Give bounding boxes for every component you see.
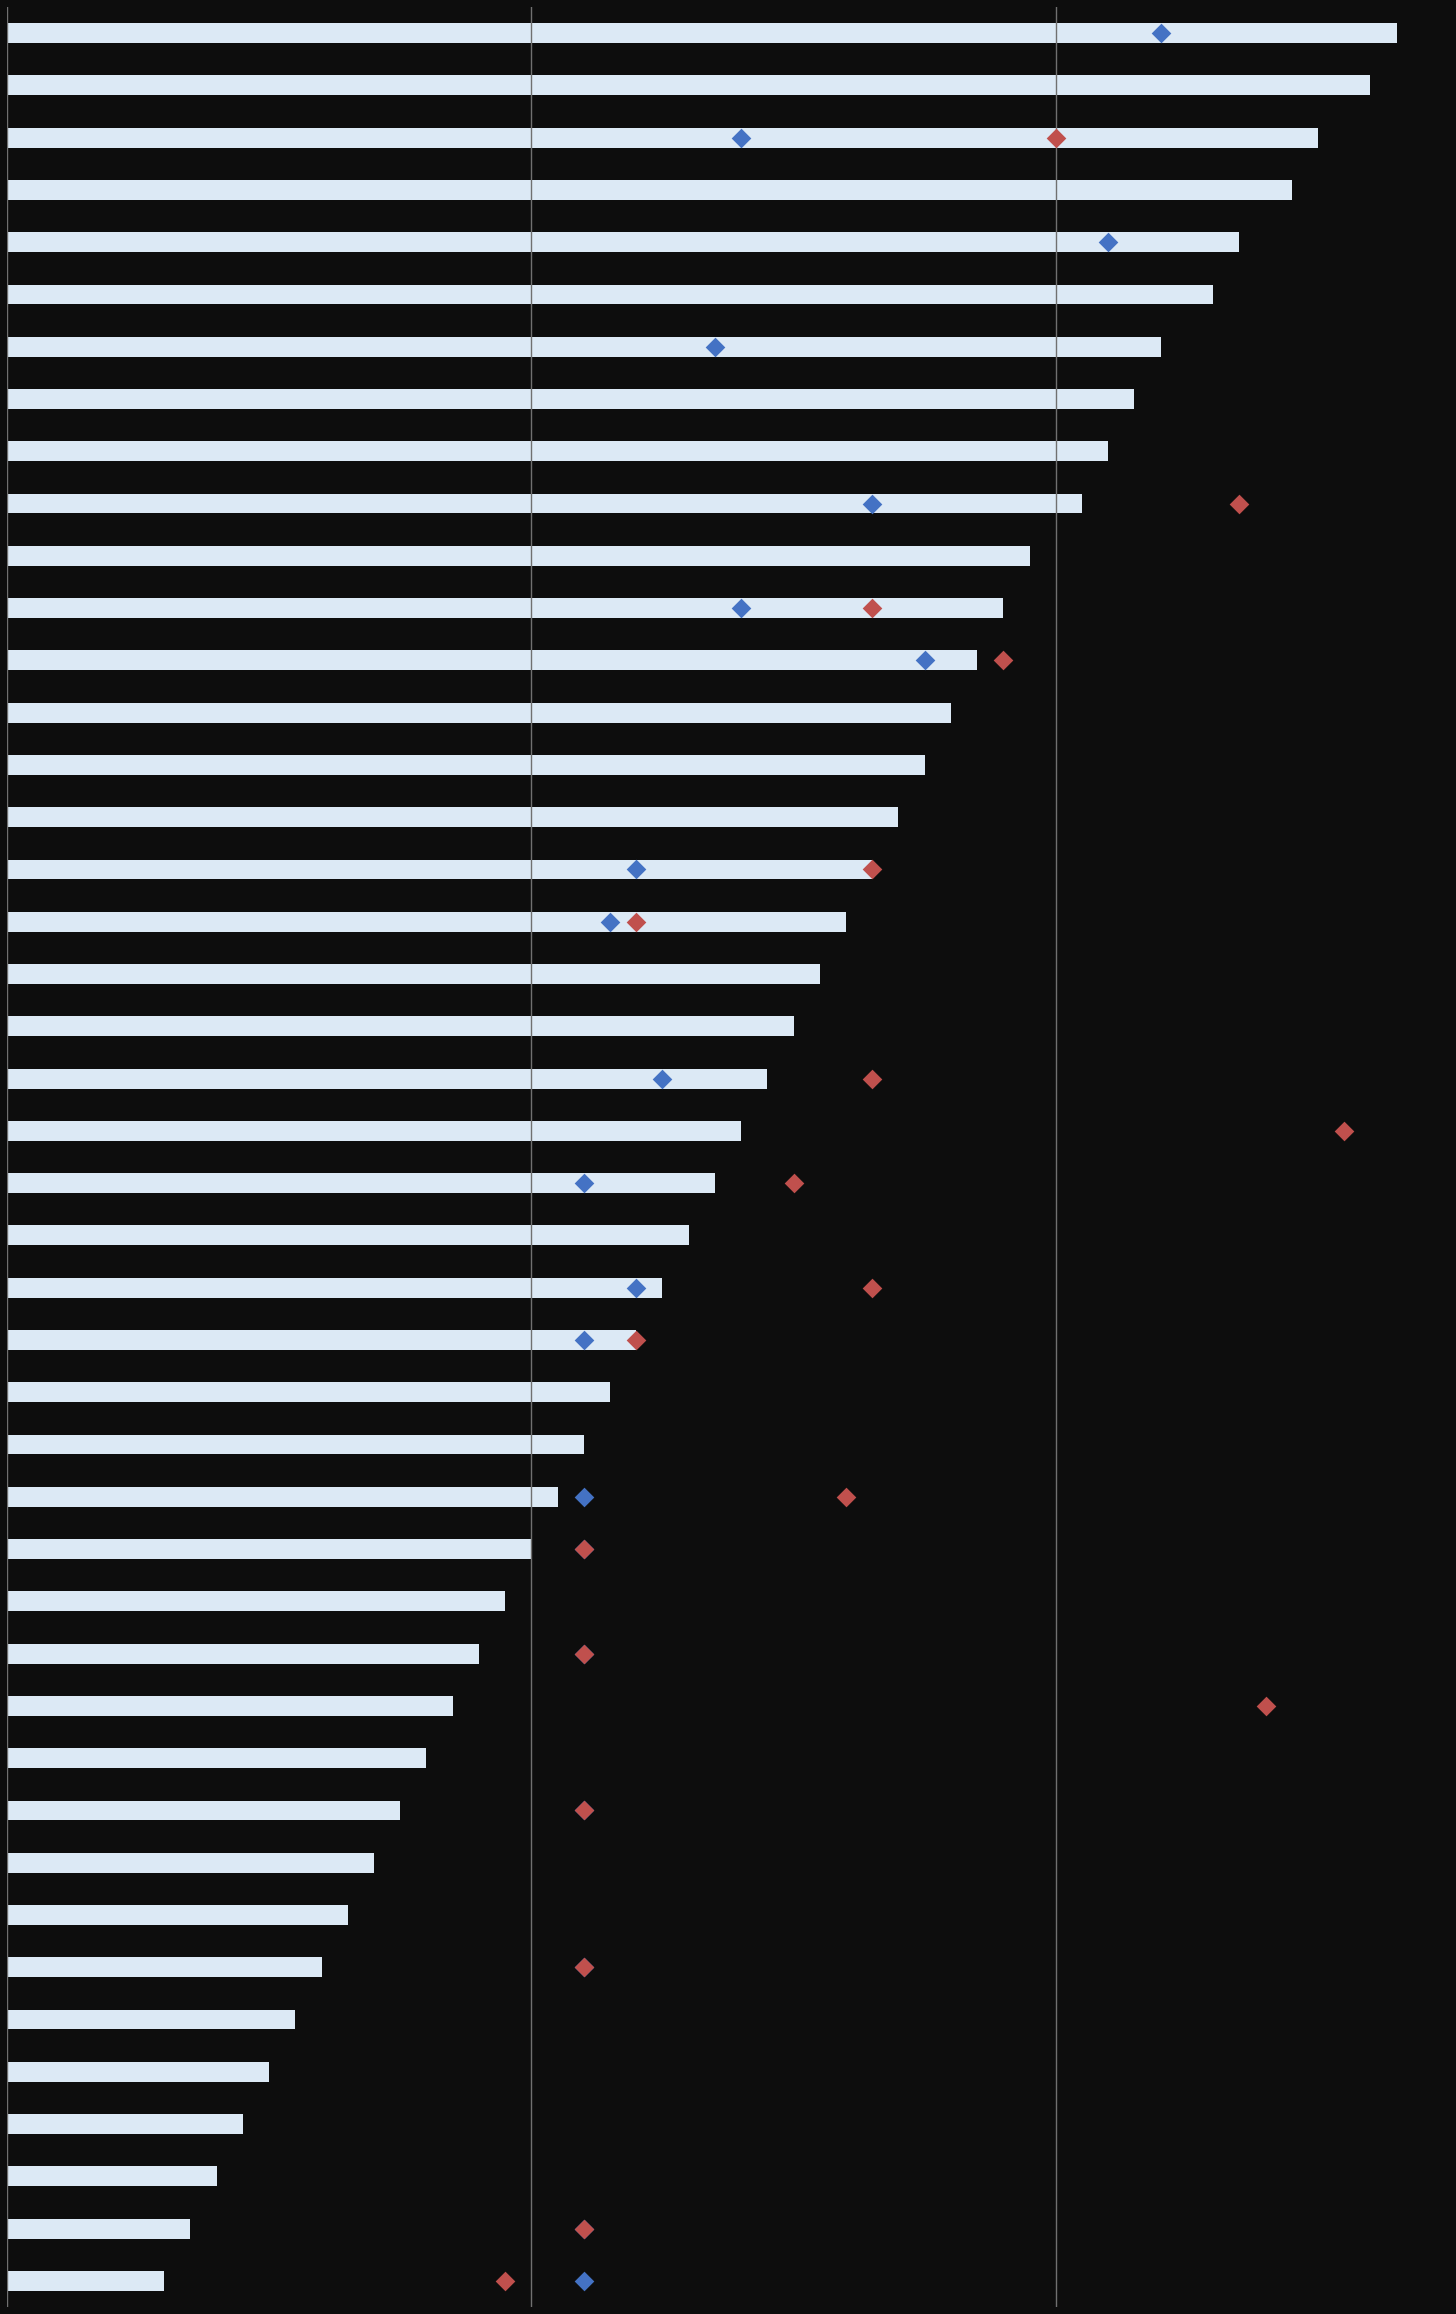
Bar	[7, 599, 1003, 618]
Point	[860, 852, 884, 889]
Bar	[7, 1226, 689, 1245]
Point	[1332, 1113, 1356, 1150]
Point	[625, 902, 648, 939]
Point	[1254, 1687, 1277, 1724]
Bar	[7, 231, 1239, 252]
Point	[625, 1321, 648, 1358]
Bar	[7, 2115, 243, 2134]
Bar	[7, 1854, 374, 1872]
Point	[572, 1164, 596, 1201]
Point	[1096, 224, 1120, 261]
Point	[651, 1060, 674, 1097]
Bar	[7, 1331, 636, 1349]
Point	[860, 1268, 884, 1305]
Point	[598, 902, 622, 939]
Bar	[7, 1069, 767, 1088]
Point	[572, 1948, 596, 1985]
Point	[703, 329, 727, 366]
Bar	[7, 2009, 296, 2029]
Bar	[7, 285, 1213, 305]
Bar	[7, 1800, 400, 1821]
Point	[992, 641, 1015, 678]
Point	[572, 1791, 596, 1828]
Bar	[7, 754, 925, 775]
Point	[572, 1948, 596, 1985]
Bar	[7, 180, 1291, 199]
Point	[1044, 118, 1067, 155]
Bar	[7, 808, 898, 826]
Point	[1227, 486, 1251, 523]
Bar	[7, 1277, 662, 1298]
Point	[860, 486, 884, 523]
Bar	[7, 858, 872, 879]
Bar	[7, 1120, 741, 1141]
Bar	[7, 389, 1134, 410]
Bar	[7, 1016, 794, 1037]
Bar	[7, 493, 1082, 514]
Bar	[7, 650, 977, 671]
Bar	[7, 2062, 269, 2083]
Bar	[7, 338, 1160, 356]
Point	[834, 1479, 858, 1516]
Bar	[7, 1539, 531, 1560]
Bar	[7, 1643, 479, 1664]
Bar	[7, 442, 1108, 460]
Point	[494, 2263, 517, 2300]
Point	[572, 1636, 596, 1673]
Point	[572, 1479, 596, 1516]
Bar	[7, 1435, 584, 1456]
Bar	[7, 1749, 427, 1768]
Point	[572, 1530, 596, 1567]
Point	[572, 2210, 596, 2247]
Point	[729, 590, 753, 627]
Point	[729, 118, 753, 155]
Bar	[7, 1173, 715, 1194]
Bar	[7, 1696, 453, 1715]
Bar	[7, 1958, 322, 1976]
Bar	[7, 127, 1318, 148]
Bar	[7, 1381, 610, 1402]
Bar	[7, 1904, 348, 1925]
Point	[1149, 14, 1172, 51]
Bar	[7, 2270, 165, 2291]
Bar	[7, 23, 1396, 44]
Bar	[7, 546, 1029, 565]
Bar	[7, 703, 951, 722]
Bar	[7, 76, 1370, 95]
Bar	[7, 2219, 191, 2238]
Point	[572, 2263, 596, 2300]
Point	[572, 1530, 596, 1567]
Bar	[7, 965, 820, 983]
Bar	[7, 1592, 505, 1611]
Point	[625, 852, 648, 889]
Bar	[7, 912, 846, 933]
Point	[860, 1060, 884, 1097]
Point	[913, 641, 936, 678]
Point	[572, 1636, 596, 1673]
Point	[625, 1268, 648, 1305]
Bar	[7, 1488, 558, 1506]
Bar	[7, 2166, 217, 2187]
Point	[860, 590, 884, 627]
Point	[572, 1321, 596, 1358]
Point	[782, 1164, 805, 1201]
Point	[572, 2210, 596, 2247]
Point	[572, 1791, 596, 1828]
